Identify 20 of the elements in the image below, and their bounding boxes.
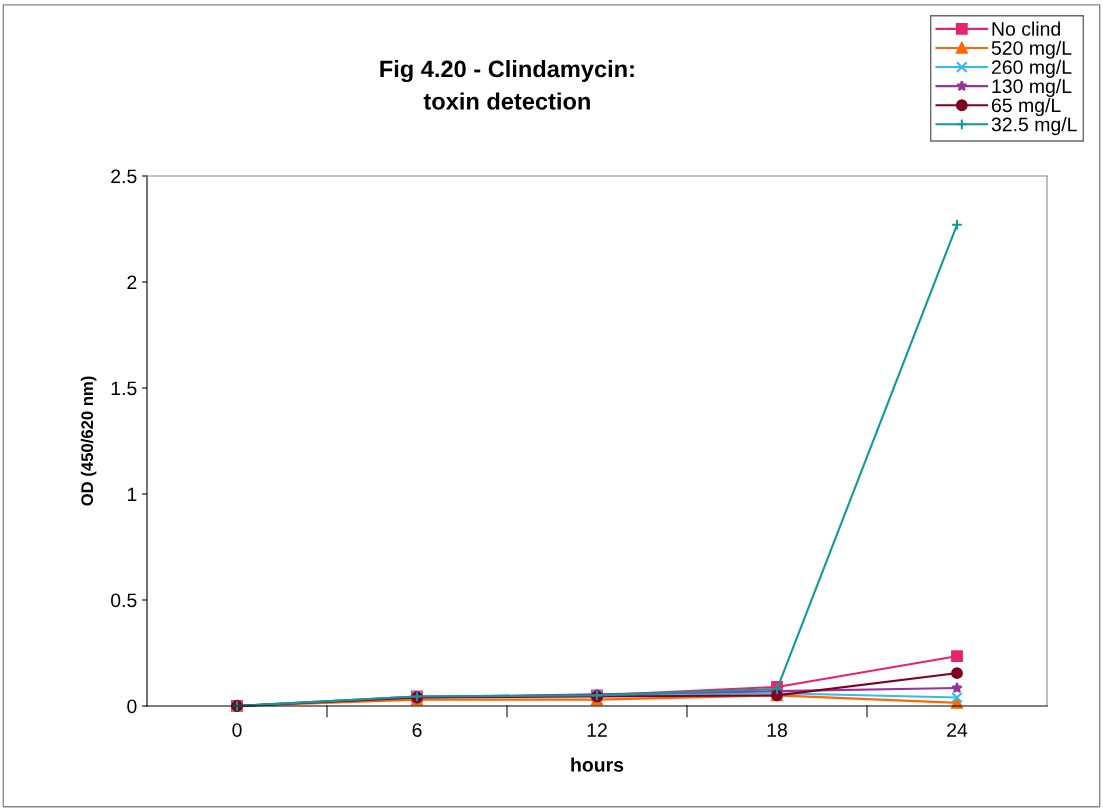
x-tick-label: 12 [587, 723, 607, 737]
y-tick-label: 1 [127, 487, 137, 502]
x-tick-label: 24 [947, 723, 968, 737]
legend-label: 520 mg/L [991, 40, 1072, 59]
legend-label: 65 mg/L [991, 97, 1061, 117]
x-tick-label: 6 [412, 723, 422, 737]
y-tick-label: 2 [127, 275, 137, 290]
x-axis-title: hours [571, 757, 624, 772]
legend-label: 32.5 mg/L [991, 117, 1077, 136]
y-tick-label: 0.5 [111, 593, 137, 608]
x-tick-label: 0 [232, 723, 242, 737]
y-axis-title: OD (450/620 nm) [80, 376, 97, 506]
y-tick-label: 2.5 [111, 169, 137, 184]
legend-label: No clind [992, 21, 1060, 36]
legend-label: 130 mg/L [992, 78, 1072, 97]
y-tick-label: 0 [127, 699, 137, 714]
legend-label: 260 mg/L [991, 59, 1072, 78]
y-tick-label: 1.5 [111, 381, 137, 396]
chart-title: Fig 4.20 - Clindamycin: toxin detection [380, 60, 634, 110]
x-tick-label: 18 [767, 723, 787, 737]
